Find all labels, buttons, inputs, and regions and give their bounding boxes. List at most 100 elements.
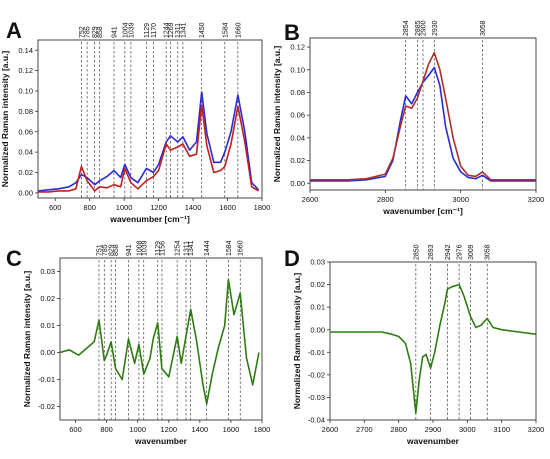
x-tick-label: 2600 [302, 195, 319, 204]
peak-label: 2930 [432, 20, 439, 36]
x-axis-title: wavenumber [134, 436, 188, 446]
x-tick-label: 2600 [322, 425, 339, 434]
peak-label: 1311 [175, 23, 182, 38]
y-tick-label: 0.10 [18, 87, 33, 96]
y-tick-label: 0.12 [290, 43, 305, 52]
x-tick-label: 1200 [150, 203, 167, 212]
y-tick-label: 0.08 [290, 88, 305, 97]
panel-letter: C [6, 246, 22, 271]
series-line [38, 91, 260, 192]
y-tick-label: 0.04 [290, 133, 305, 142]
peak-label: 1311 [184, 241, 191, 256]
x-tick-label: 1800 [254, 425, 271, 434]
peak-label: 1170 [151, 23, 158, 38]
x-tick-label: 3000 [459, 425, 476, 434]
peak-label: 941 [111, 26, 118, 38]
y-tick-label: 0.02 [290, 156, 305, 165]
x-tick-label: 1000 [129, 425, 146, 434]
y-tick-label: 0.02 [310, 280, 325, 289]
x-tick-label: 1200 [160, 425, 177, 434]
peak-label: 785 [85, 26, 92, 38]
peak-label: 1254 [175, 240, 182, 256]
peak-label: 1008 [136, 240, 143, 256]
x-tick-label: 3200 [528, 425, 545, 434]
peak-label: 2885 [415, 20, 422, 36]
y-tick-label: 0.00 [18, 189, 33, 198]
x-tick-label: 2700 [356, 425, 373, 434]
peak-label: 2900 [421, 20, 428, 36]
peak-label: 1341 [180, 22, 187, 38]
y-tick-label: 0.01 [310, 303, 325, 312]
x-tick-label: 3000 [452, 195, 469, 204]
y-tick-label: -0.01 [308, 348, 325, 357]
panel-letter: A [6, 18, 22, 43]
y-axis-title: Normalized Raman intensity [a.u.] [292, 273, 302, 410]
peak-label: 785 [102, 244, 109, 256]
peak-label: 752 [79, 26, 86, 38]
x-tick-label: 1400 [192, 425, 209, 434]
peak-label: 2854 [403, 20, 410, 36]
y-tick-label: 0.00 [290, 179, 305, 188]
plot-frame [37, 39, 263, 199]
plot-frame [329, 261, 537, 421]
peak-label: 829 [109, 244, 116, 256]
y-axis-title: Normalized Raman intensity [a.u.] [272, 46, 282, 183]
peak-label: 1660 [238, 240, 245, 256]
y-tick-label: -0.01 [38, 375, 55, 384]
x-tick-label: 1600 [219, 203, 236, 212]
x-tick-label: 1000 [116, 203, 133, 212]
peak-label: 1244 [164, 22, 171, 38]
y-tick-label: 0.00 [40, 348, 55, 357]
peak-label: 1004 [122, 22, 129, 38]
x-tick-label: 800 [83, 203, 96, 212]
x-tick-label: 3200 [528, 195, 545, 204]
y-tick-label: 0.02 [40, 294, 55, 303]
peak-label: 2942 [445, 244, 452, 260]
peak-label: 858 [113, 244, 120, 256]
peak-label: 2893 [428, 244, 435, 260]
plot-frame [59, 257, 263, 421]
peak-label: 1039 [141, 240, 148, 256]
peak-label: 1156 [159, 241, 166, 256]
y-tick-label: -0.03 [308, 393, 325, 402]
peak-label: 2850 [413, 244, 420, 260]
y-tick-label: 0.06 [290, 111, 305, 120]
peak-label: 3009 [468, 244, 475, 260]
y-tick-label: 0.01 [40, 321, 55, 330]
peak-label: 941 [126, 244, 133, 256]
peak-label: 1039 [128, 22, 135, 38]
x-tick-label: 1800 [254, 203, 271, 212]
y-tick-label: -0.02 [38, 402, 55, 411]
panel-letter: B [284, 20, 300, 45]
y-tick-label: 0.03 [40, 267, 55, 276]
peak-label: 1584 [226, 240, 233, 256]
x-axis-title: wavenumber [cm⁻¹] [382, 206, 463, 216]
y-tick-label: 0.10 [290, 65, 305, 74]
x-axis-title: wavenumber [cm⁻¹] [109, 214, 190, 224]
y-tick-label: -0.02 [308, 370, 325, 379]
x-tick-label: 800 [100, 425, 113, 434]
peak-label: 2976 [457, 244, 464, 260]
y-tick-label: 0.08 [18, 107, 33, 116]
y-tick-label: 0.03 [310, 258, 325, 267]
peak-label: 1444 [204, 240, 211, 256]
series-line [310, 51, 536, 181]
y-tick-label: 0.02 [18, 168, 33, 177]
peak-label: 1584 [222, 22, 229, 38]
series-line [60, 278, 260, 405]
x-tick-label: 2800 [390, 425, 407, 434]
y-axis-title: Normalized Raman intensity [a.u.] [0, 51, 10, 188]
panel-letter: D [284, 246, 300, 271]
peak-label: 1129 [155, 241, 162, 256]
peak-label: 858 [97, 26, 104, 38]
x-tick-label: 2900 [425, 425, 442, 434]
peak-label: 3058 [485, 244, 492, 260]
peak-label: 1450 [199, 22, 206, 38]
peak-label: 1341 [188, 240, 195, 256]
peak-label: 1129 [144, 23, 151, 38]
x-tick-label: 1400 [185, 203, 202, 212]
